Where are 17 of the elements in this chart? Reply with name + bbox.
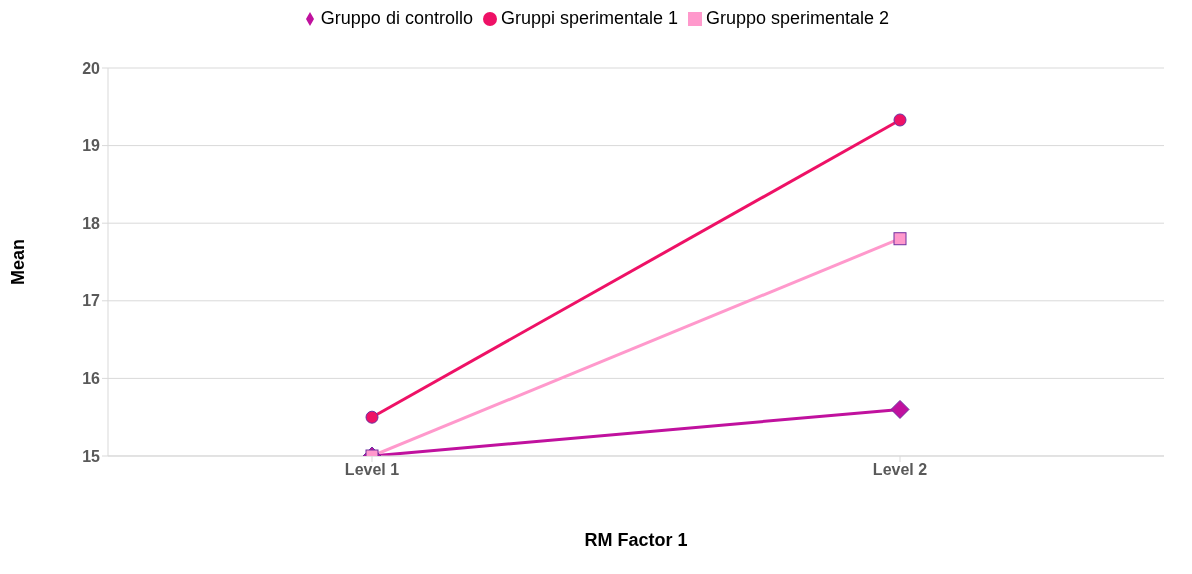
legend-label: Gruppi sperimentale 1 — [500, 8, 679, 28]
legend-label: Gruppo sperimentale 2 — [706, 8, 890, 28]
y-axis-title: Mean — [8, 238, 29, 286]
x-tick-label: Level 2 — [872, 461, 928, 479]
point — [890, 399, 910, 419]
y-tick-label: 16 — [82, 370, 101, 388]
y-tick-label: 19 — [82, 137, 101, 155]
x-axis-title: RM Factor 1 — [584, 530, 688, 550]
x-tick-label: Level 1 — [344, 461, 400, 479]
y-tick-label: 18 — [82, 214, 101, 232]
y-tick-label: 17 — [82, 292, 101, 310]
point — [893, 232, 907, 246]
y-tick-label: 15 — [82, 447, 101, 465]
point — [893, 113, 907, 127]
point — [365, 410, 379, 424]
y-tick-label: 20 — [82, 59, 101, 77]
legend-label: Gruppo di controllo — [320, 8, 473, 28]
